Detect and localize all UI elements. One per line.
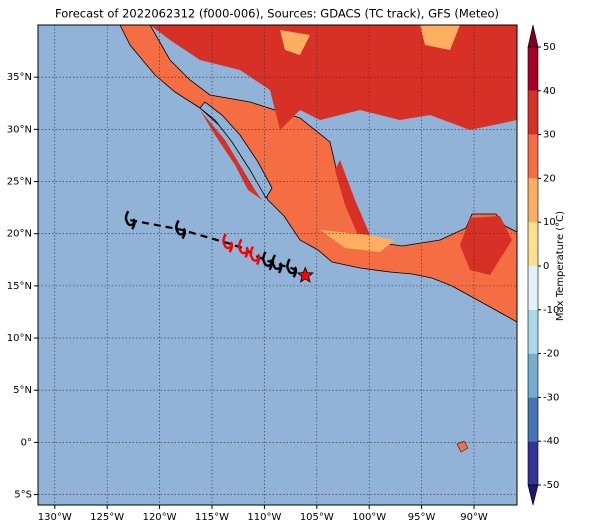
colorbar-band [528,222,538,266]
colorbar-band [528,178,538,223]
warm-region [420,25,460,50]
y-tick-label: 10°N [7,333,32,344]
island [456,440,469,453]
y-tick-label: 5°S [14,490,32,501]
storm-symbol [249,246,261,266]
y-tick-label: 25°N [7,177,32,188]
colorbar-tick-label: 50 [543,42,556,53]
y-tick-label: 30°N [7,124,32,135]
map-title: Forecast of 2022062312 (f000-006), Sourc… [55,7,499,21]
colorbar-tick-label: -50 [543,480,559,491]
colorbar-tick-label: -10 [543,305,559,316]
hot-region [150,25,517,130]
storm-symbol [222,233,234,253]
colorbar-tick-label: 40 [543,86,556,97]
storm-symbol [286,258,298,278]
hot-region [460,216,512,275]
colorbar-band [528,266,538,310]
colorbar-band [528,397,538,442]
colorbar-tick-label: -20 [543,349,559,360]
colorbar-band [528,47,538,91]
y-tick-label: 15°N [7,281,32,292]
colorbar-tick-label: 30 [543,130,556,141]
warm-region [280,30,310,55]
track-star [296,266,314,283]
hot-region [335,160,370,240]
storm-symbol [237,238,249,258]
hot-region [200,110,262,200]
colorbar-tick-label: 20 [543,173,556,184]
colorbar-under [527,484,539,506]
map-area [38,25,517,505]
colorbar-band [528,309,538,354]
x-tick-label: 90°W [460,512,488,523]
gulf-of-california [199,101,273,199]
y-tick-label: 20°N [7,229,32,240]
colorbar-band [528,134,538,179]
colorbar-band [528,353,538,398]
x-tick-label: 125°W [90,512,124,523]
colorbar-over [527,24,539,48]
colorbar-band [528,90,538,135]
x-tick-label: 105°W [300,512,334,523]
colorbar-tick-label: -30 [543,392,559,403]
colorbar-tick-label: -40 [543,436,559,447]
storm-symbol [175,219,187,240]
colorbar-band [528,441,538,485]
colorbar-tick-label: 0 [543,261,549,272]
y-tick-label: 5°N [13,385,32,396]
map-frame [37,24,518,506]
y-tick-label: 35°N [7,72,32,83]
x-tick-label: 120°W [143,512,177,523]
warm-region [320,230,395,252]
x-tick-label: 130°W [38,512,72,523]
x-tick-label: 100°W [352,512,386,523]
colorbar-tick-label: 10 [543,217,556,228]
storm-symbol [124,210,136,230]
x-tick-label: 95°W [408,512,436,523]
storm-symbol [271,254,283,274]
colorbar-label: Max Temperature (°C) [555,211,566,321]
y-tick-label: 0° [21,437,32,448]
x-tick-label: 110°W [247,512,281,523]
x-tick-label: 115°W [195,512,229,523]
